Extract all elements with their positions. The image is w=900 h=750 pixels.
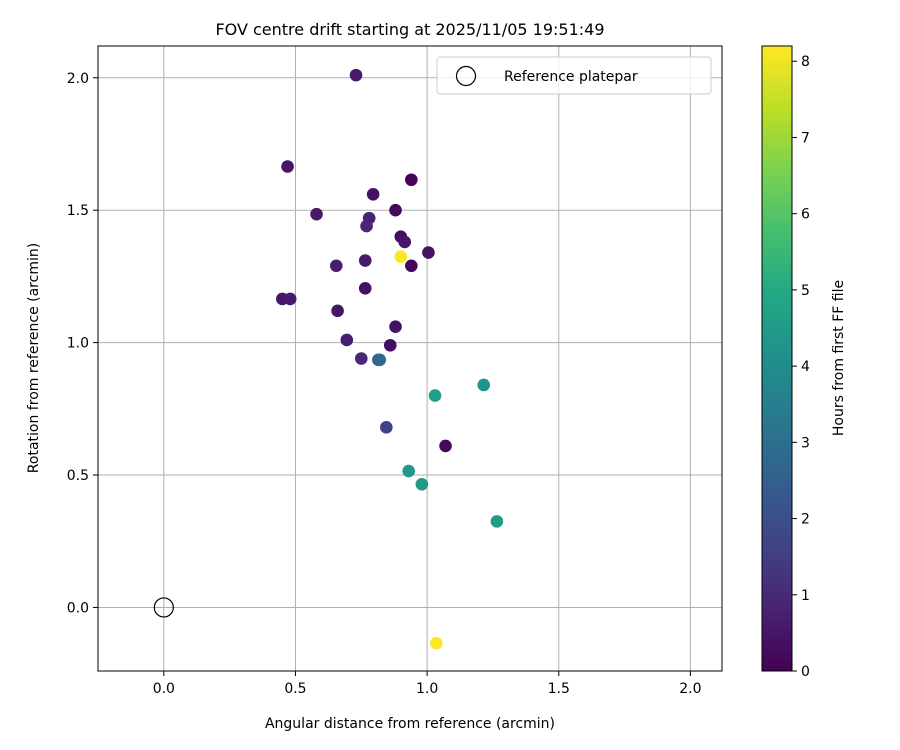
legend-marker-open-circle [455, 65, 477, 87]
data-point [329, 259, 343, 273]
data-point [490, 515, 504, 528]
data-points [153, 68, 504, 650]
data-point [283, 292, 297, 306]
data-point [310, 207, 323, 221]
data-point [331, 304, 344, 318]
colorbar-tick-label: 4 [801, 359, 810, 375]
data-point [380, 421, 393, 434]
x-tick-label: 1.5 [548, 681, 570, 697]
data-point [422, 246, 435, 259]
data-point [354, 352, 368, 365]
colorbar-tick-label: 7 [801, 130, 810, 146]
y-axis-label: Rotation from reference (arcmin) [26, 243, 42, 473]
colorbar-tick-label: 2 [801, 512, 810, 528]
data-point [360, 219, 373, 233]
colorbar-tick-label: 1 [801, 588, 810, 604]
colorbar-label: Hours from first FF file [831, 280, 847, 436]
data-point [358, 282, 372, 295]
legend-box [436, 56, 712, 95]
data-point [366, 188, 380, 201]
data-point [398, 235, 412, 249]
colorbar-gradient [761, 45, 793, 672]
data-point [430, 636, 443, 650]
reference-platepar-marker [153, 597, 174, 618]
data-point [340, 333, 354, 347]
data-point [439, 439, 452, 453]
chart-title: FOV centre drift starting at 2025/11/05 … [215, 20, 604, 39]
data-point [402, 464, 415, 478]
y-tick-label: 1.0 [67, 336, 89, 352]
x-tick-label: 0.5 [284, 681, 306, 697]
plot-area [98, 46, 722, 671]
colorbar-tick-label: 0 [801, 664, 810, 680]
colorbar-tick-label: 5 [801, 283, 810, 299]
legend-label: Reference platepar [504, 69, 638, 85]
data-point [349, 68, 363, 82]
y-tick-label: 0.0 [67, 600, 89, 616]
data-point [281, 160, 294, 173]
x-tick-label: 1.0 [416, 681, 438, 697]
y-tick-label: 2.0 [67, 71, 89, 87]
data-point [394, 250, 408, 263]
x-axis-label: Angular distance from reference (arcmin) [265, 716, 555, 732]
legend: Reference platepar [436, 56, 712, 95]
colorbar-tick-label: 3 [801, 435, 810, 451]
data-point [415, 477, 429, 491]
data-point [373, 353, 387, 367]
y-axis-ticks: 0.0 0.5 1.0 1.5 2.0 [67, 71, 98, 616]
data-point [428, 389, 442, 402]
data-point [405, 259, 418, 273]
colorbar-tick-label: 8 [801, 54, 810, 70]
colorbar: 0 1 2 3 4 5 6 7 8 Hours from first FF file [761, 45, 847, 680]
data-point [389, 203, 402, 217]
data-point [477, 378, 491, 392]
data-point [405, 173, 418, 187]
y-tick-label: 0.5 [67, 468, 89, 484]
x-tick-label: 0.0 [153, 681, 175, 697]
plot-border [97, 45, 723, 672]
x-tick-label: 2.0 [679, 681, 701, 697]
data-point [358, 254, 372, 267]
data-point [389, 320, 402, 334]
colorbar-tick-label: 6 [801, 207, 810, 223]
colorbar-ticks: 0 1 2 3 4 5 6 7 8 [792, 54, 810, 680]
x-axis-ticks: 0.0 0.5 1.0 1.5 2.0 [153, 671, 702, 697]
y-tick-label: 1.5 [67, 203, 89, 219]
data-point [383, 338, 397, 352]
